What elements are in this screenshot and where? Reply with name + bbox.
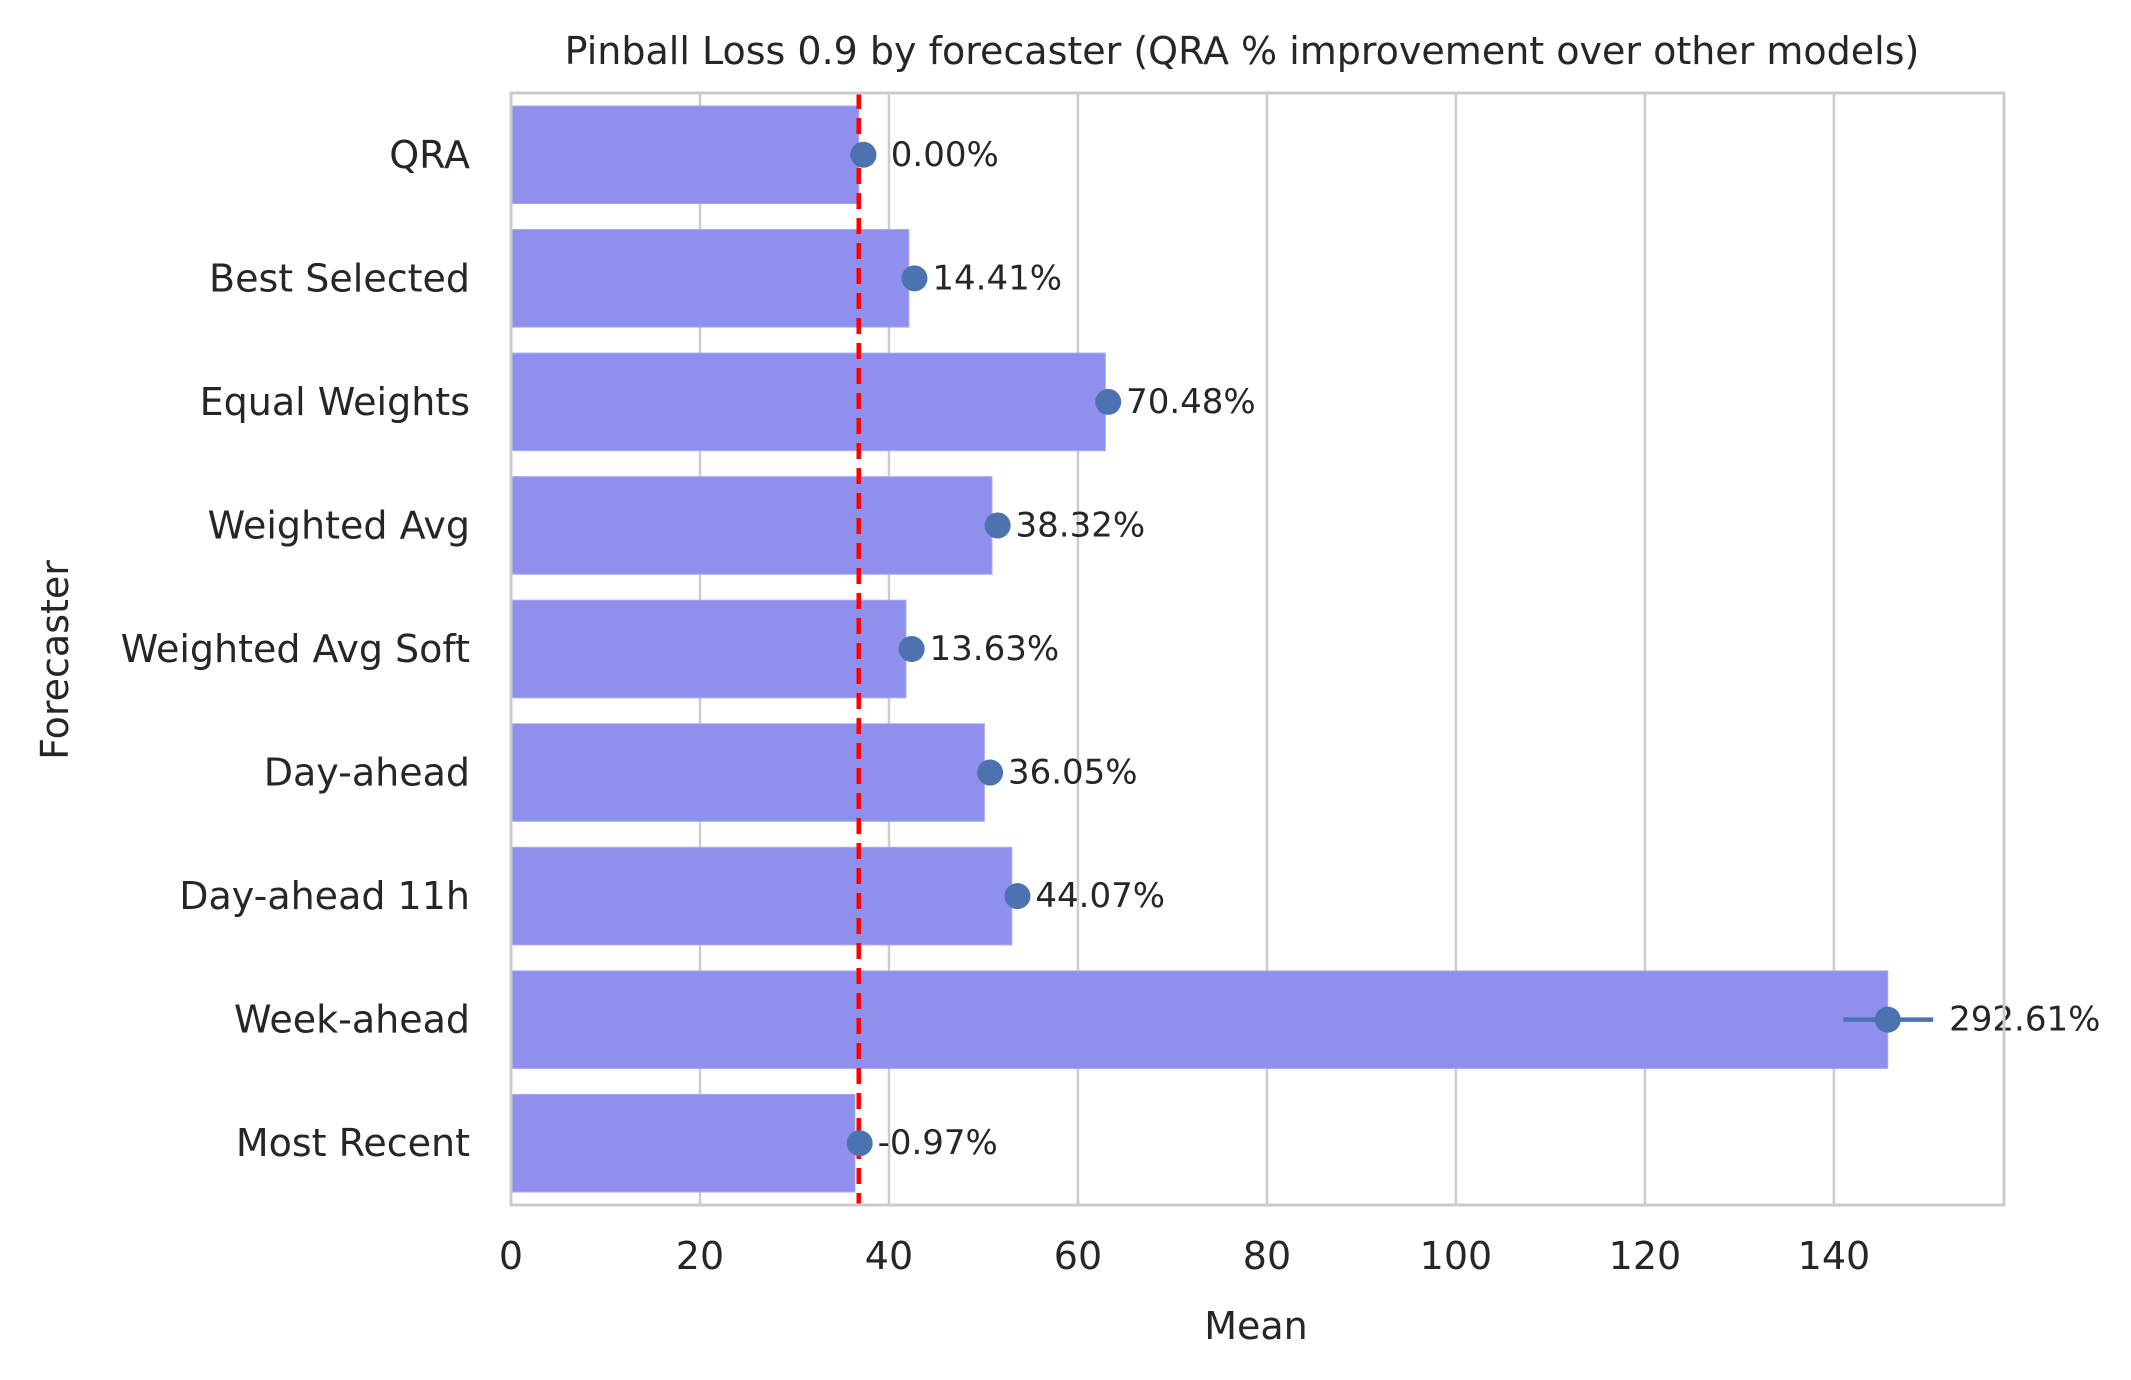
mean-point	[1095, 388, 1122, 415]
x-tick-labels: 0 20 40 60 80 100 120 140	[499, 1234, 1870, 1278]
mean-point	[901, 265, 928, 292]
bar	[510, 599, 907, 699]
bar	[510, 846, 1013, 946]
x-tick-label: 60	[1054, 1234, 1102, 1278]
x-tick-label: 20	[676, 1234, 724, 1278]
mean-point	[1874, 1006, 1901, 1033]
mean-point	[977, 759, 1004, 786]
data-label: 13.63%	[930, 629, 1060, 669]
x-tick-label: 100	[1420, 1234, 1493, 1278]
mean-point	[1004, 883, 1031, 910]
y-tick-label: Best Selected	[209, 256, 470, 300]
bar	[510, 229, 910, 328]
bar	[510, 105, 860, 205]
bar	[510, 476, 993, 575]
data-label: 70.48%	[1126, 382, 1256, 422]
data-label: 36.05%	[1008, 753, 1138, 793]
y-tick-label: Most Recent	[236, 1121, 470, 1165]
data-label: 0.00%	[891, 135, 999, 175]
x-tick-label: 120	[1609, 1234, 1682, 1278]
y-tick-label: Day-ahead 11h	[179, 874, 470, 918]
bar	[510, 723, 985, 822]
mean-point	[984, 512, 1011, 539]
bar	[510, 352, 1106, 452]
y-tick-label: Day-ahead	[264, 751, 470, 795]
mean-point	[850, 141, 877, 168]
data-label: -0.97%	[878, 1123, 998, 1163]
mean-point	[846, 1130, 873, 1157]
y-tick-label: Equal Weights	[200, 380, 470, 424]
y-tick-label: QRA	[389, 133, 470, 177]
bar	[510, 970, 1889, 1069]
x-tick-label: 0	[499, 1234, 523, 1278]
bars	[510, 105, 1889, 1193]
x-tick-label: 140	[1798, 1234, 1871, 1278]
data-label: 14.41%	[932, 258, 1062, 298]
chart-title: Pinball Loss 0.9 by forecaster (QRA % im…	[565, 29, 1920, 73]
x-axis-label: Mean	[1204, 1304, 1308, 1348]
data-label: 292.61%	[1949, 1000, 2100, 1040]
bar	[510, 1093, 856, 1193]
plot-frame	[509, 91, 2006, 1207]
y-tick-label: Week-ahead	[234, 998, 470, 1042]
data-label: 44.07%	[1035, 876, 1165, 916]
mean-point	[898, 636, 925, 662]
y-tick-label: Weighted Avg Soft	[121, 627, 470, 671]
x-tick-label: 40	[865, 1234, 913, 1278]
y-tick-label: Weighted Avg	[208, 503, 470, 547]
points: 0.00% 14.41% 70.48% 38.32% 13.63% 36.05% 44.07…	[846, 135, 2100, 1163]
data-label: 38.32%	[1016, 505, 1146, 545]
y-axis-label: Forecaster	[33, 560, 77, 760]
y-tick-labels: QRA Best Selected Equal Weights Weighted Av…	[121, 133, 470, 1165]
x-tick-label: 80	[1243, 1234, 1291, 1278]
